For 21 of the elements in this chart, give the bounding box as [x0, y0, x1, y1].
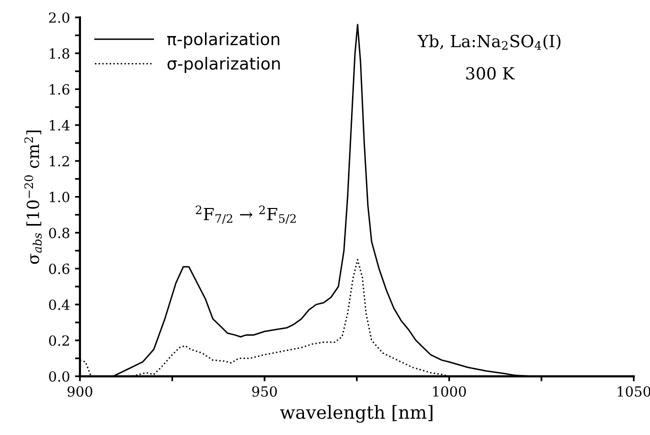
y-tick-label: 1.2	[50, 156, 69, 166]
y-tick-label: 2.0	[49, 12, 70, 23]
y-tick-label: 1.6	[50, 84, 70, 95]
y-tick-label: 0.4	[49, 299, 70, 310]
x-axis-title: wavelength [nm]	[280, 404, 432, 423]
annotation: $^{2}$F$_{7/2}$ → $^{2}$F$_{5/2}$	[196, 205, 296, 224]
y-axis-title: σ$_{abs}$ [10$^{−20}$ cm$^{2}$]	[24, 130, 42, 264]
x-tick-label: 1000	[433, 386, 466, 397]
y-tick-label: 0.0	[49, 371, 70, 382]
legend-label: σ-polarization	[168, 56, 280, 73]
y-tick-label: 1.0	[50, 192, 70, 202]
y-tick-label: 0.2	[49, 335, 69, 346]
annotation: Yb, La:Na$_{2}$SO$_{4}$(I)	[417, 34, 560, 50]
y-tick-label: 1.4	[50, 120, 70, 131]
annotation: 300 K	[466, 67, 515, 80]
y-tick-label: 0.8	[49, 228, 70, 238]
legend-label: π-polarization	[167, 32, 280, 49]
x-tick-label: 950	[252, 386, 277, 397]
y-tick-label: 1.8	[50, 48, 70, 59]
y-tick-label: 0.6	[49, 264, 70, 274]
x-tick-label: 900	[68, 386, 92, 397]
